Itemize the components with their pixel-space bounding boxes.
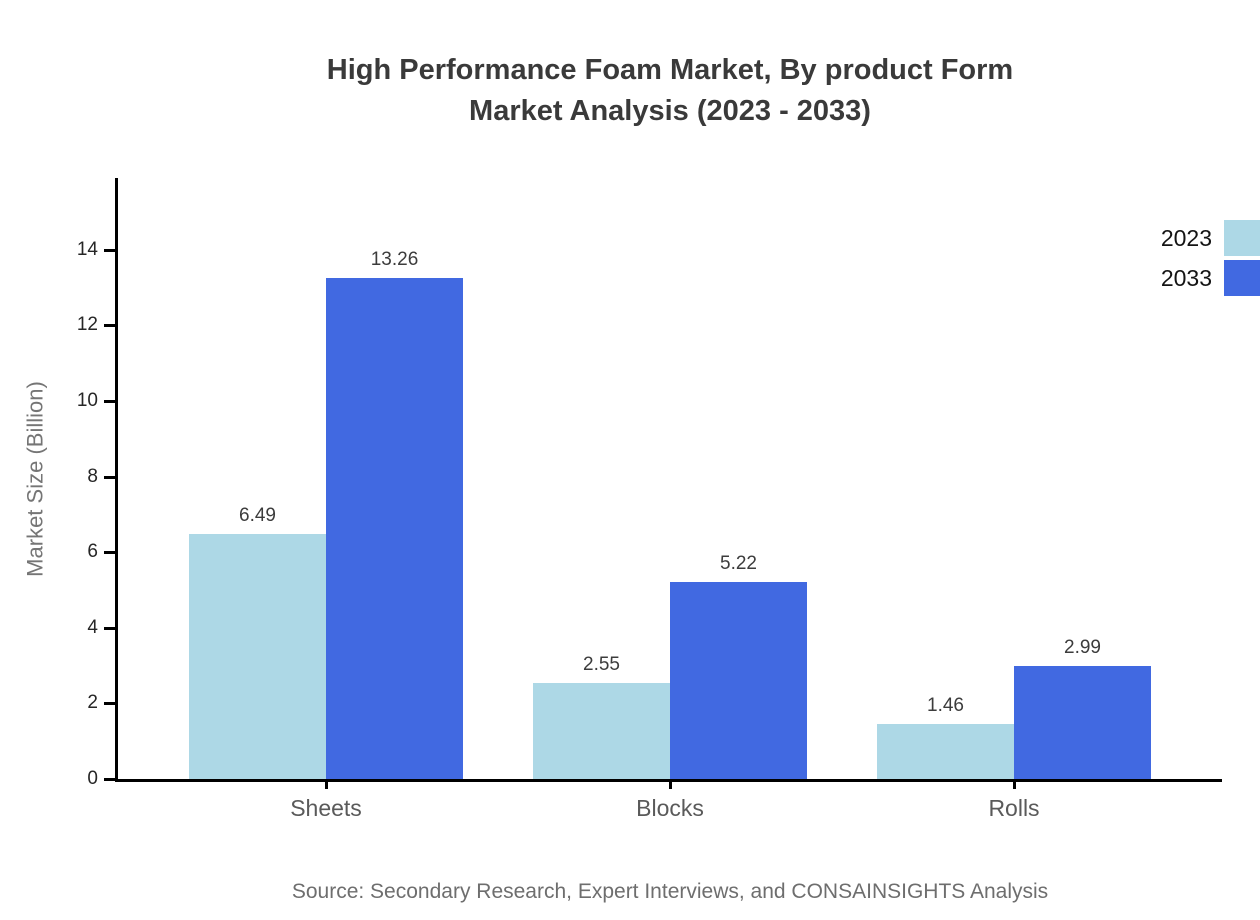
chart-title-line-1: High Performance Foam Market, By product… — [326, 54, 1014, 86]
y-tick-label: 6 — [87, 541, 98, 563]
chart-title: High Performance Foam Market, By product… — [70, 50, 1260, 132]
y-tick-label: 14 — [76, 238, 98, 260]
x-category-label: Sheets — [290, 795, 362, 821]
y-tick-mark — [104, 324, 116, 328]
x-category-label: Blocks — [636, 795, 704, 821]
y-tick-label: 0 — [87, 768, 98, 789]
y-tick-mark — [104, 702, 116, 706]
value-label-2033-rolls: 2.99 — [1064, 637, 1101, 658]
legend-label-2023: 2023 — [1160, 225, 1212, 251]
bar-2033-rolls — [1014, 666, 1151, 779]
legend-swatch-2023 — [1224, 220, 1260, 256]
y-tick-label: 8 — [87, 465, 98, 487]
y-tick-mark — [104, 248, 116, 252]
y-tick-mark — [104, 551, 116, 555]
y-tick-mark — [104, 778, 116, 781]
value-label-2033-blocks: 5.22 — [720, 553, 757, 574]
legend-swatch-2033 — [1224, 260, 1260, 296]
y-tick-label: 12 — [76, 314, 98, 336]
y-tick-label: 10 — [76, 390, 98, 411]
bar-2023-rolls — [877, 724, 1014, 779]
y-tick-mark — [104, 626, 116, 630]
bar-2023-sheets — [189, 534, 326, 779]
y-axis-line — [115, 178, 118, 782]
y-tick-mark — [104, 475, 116, 479]
legend-label-2033: 2033 — [1160, 265, 1212, 291]
y-tick-mark — [104, 400, 116, 403]
x-tick-mark — [669, 782, 672, 789]
value-label-2033-sheets: 13.26 — [370, 249, 419, 270]
value-label-2023-rolls: 1.46 — [927, 695, 964, 716]
y-tick-label: 2 — [87, 692, 98, 714]
y-tick-label: 4 — [87, 616, 98, 638]
value-label-2023-sheets: 6.49 — [239, 505, 276, 526]
x-tick-mark — [325, 782, 328, 789]
bar-2033-blocks — [670, 582, 807, 779]
source-note: Source: Secondary Research, Expert Inter… — [291, 880, 1049, 903]
x-tick-mark — [1013, 782, 1016, 789]
x-axis-line — [115, 779, 1222, 782]
value-label-2023-blocks: 2.55 — [583, 654, 620, 675]
bar-2033-sheets — [326, 278, 463, 779]
x-category-label: Rolls — [988, 795, 1040, 821]
bar-2023-blocks — [533, 683, 670, 779]
chart-title-line-2: Market Analysis (2023 - 2033) — [469, 95, 871, 127]
